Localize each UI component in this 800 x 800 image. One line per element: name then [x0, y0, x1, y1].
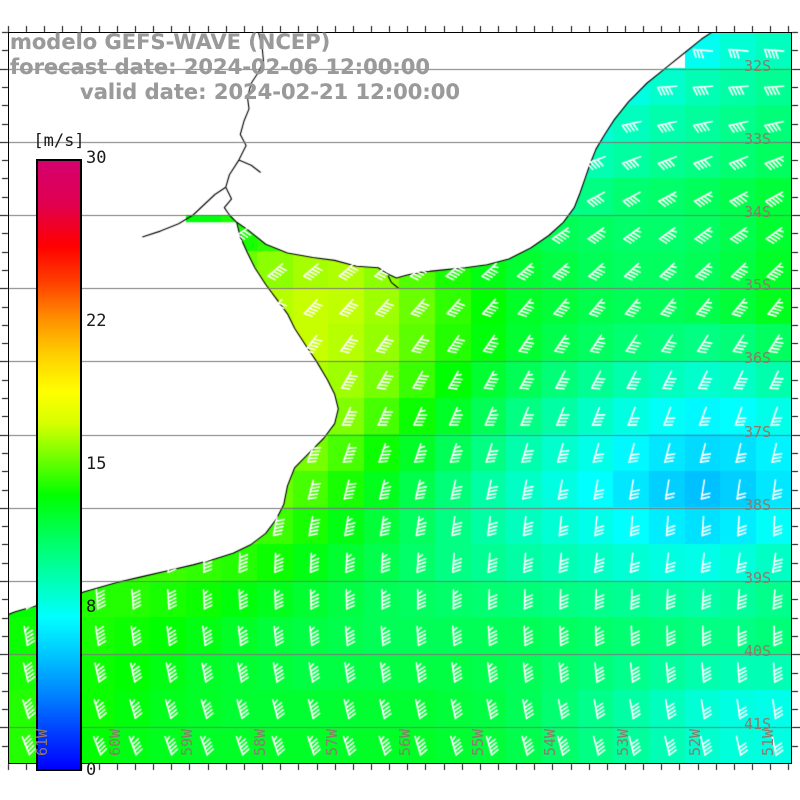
colorbar-tick-30: 30	[86, 148, 107, 168]
colorbar-gradient	[36, 159, 82, 771]
colorbar-tick-22: 22	[86, 311, 107, 332]
colorbar-tick-0: 0	[86, 760, 97, 780]
colorbar-unit-label: [m/s]	[33, 131, 85, 151]
colorbar[interactable]	[36, 159, 82, 771]
wind-barb-layer	[8, 32, 792, 764]
colorbar-tick-15: 15	[86, 454, 107, 474]
colorbar-tick-8: 8	[86, 596, 97, 617]
map-plot-area[interactable]	[8, 32, 792, 764]
